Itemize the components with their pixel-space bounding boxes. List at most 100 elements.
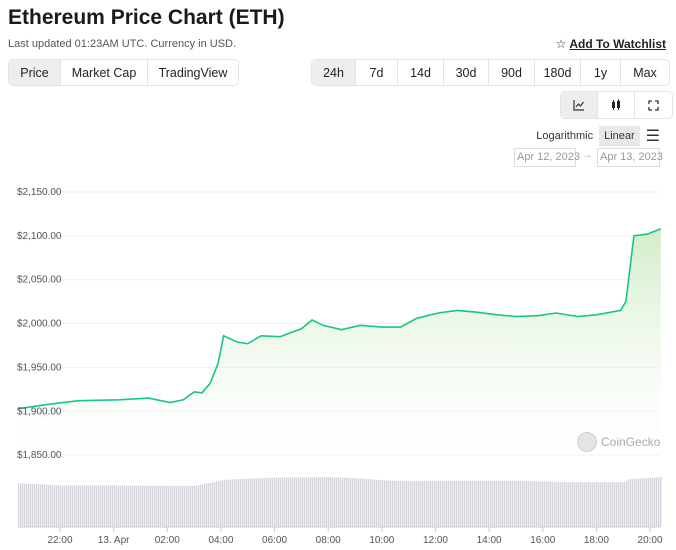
volume-bar bbox=[518, 480, 520, 527]
volume-bar bbox=[480, 480, 482, 527]
volume-bar bbox=[374, 479, 376, 527]
volume-bar bbox=[342, 477, 344, 527]
volume-bar bbox=[100, 485, 102, 527]
y-tick-label: $2,150.00 bbox=[17, 187, 62, 198]
date-to-input[interactable]: Apr 13, 2023 bbox=[597, 148, 663, 167]
volume-bar bbox=[32, 484, 34, 527]
volume-bar bbox=[54, 485, 56, 527]
volume-bar bbox=[588, 482, 590, 527]
volume-bar bbox=[226, 479, 228, 527]
volume-bar bbox=[264, 478, 266, 527]
volume-bar bbox=[580, 482, 582, 527]
range-1y[interactable]: 1y bbox=[581, 60, 621, 85]
range-max[interactable]: Max bbox=[633, 65, 657, 80]
volume-bar bbox=[624, 481, 626, 527]
volume-bar bbox=[132, 485, 134, 527]
logarithmic-button[interactable]: Logarithmic bbox=[536, 130, 594, 142]
page-title: Ethereum Price Chart (ETH) bbox=[8, 6, 285, 29]
volume-bar bbox=[592, 482, 594, 527]
volume-bar bbox=[102, 485, 104, 527]
volume-bar bbox=[172, 485, 174, 527]
volume-bar bbox=[404, 481, 406, 527]
range-30d[interactable]: 30d bbox=[444, 60, 489, 85]
volume-bar bbox=[408, 481, 410, 527]
volume-bar bbox=[208, 483, 210, 527]
volume-bar bbox=[142, 485, 144, 527]
range-7d[interactable]: 7d bbox=[356, 60, 398, 85]
volume-bar bbox=[22, 483, 24, 527]
line-chart-icon[interactable] bbox=[561, 92, 598, 118]
volume-bar bbox=[184, 485, 186, 527]
volume-bar bbox=[26, 483, 28, 527]
volume-bar bbox=[252, 478, 254, 527]
watchlist-label: Add To Watchlist bbox=[569, 37, 666, 51]
volume-bar bbox=[650, 477, 652, 527]
volume-bar bbox=[470, 480, 472, 527]
linear-button[interactable]: Linear bbox=[599, 126, 640, 146]
volume-bar bbox=[626, 480, 628, 527]
volume-bar bbox=[656, 477, 658, 527]
volume-bar bbox=[578, 482, 580, 527]
volume-bar bbox=[540, 481, 542, 527]
date-from-input[interactable]: Apr 12, 2023 bbox=[514, 148, 580, 167]
tab-tradingview[interactable]: TradingView bbox=[158, 65, 228, 80]
volume-bar bbox=[322, 477, 324, 527]
volume-bar bbox=[240, 478, 242, 527]
volume-bar bbox=[368, 479, 370, 527]
volume-bar bbox=[376, 479, 378, 527]
volume-bar bbox=[488, 480, 490, 527]
volume-bar bbox=[262, 478, 264, 527]
volume-bar bbox=[598, 482, 600, 527]
tab-price[interactable]: Price bbox=[9, 60, 61, 85]
volume-bar bbox=[336, 477, 338, 527]
volume-bar bbox=[594, 482, 596, 527]
menu-icon[interactable]: ☰ bbox=[645, 128, 660, 145]
volume-bar bbox=[642, 478, 644, 527]
volume-bar bbox=[152, 485, 154, 527]
volume-bar bbox=[254, 478, 256, 527]
volume-bar bbox=[134, 485, 136, 527]
volume-bar bbox=[572, 482, 574, 527]
volume-bar bbox=[114, 485, 116, 527]
volume-bar bbox=[514, 480, 516, 527]
volume-bar bbox=[228, 479, 230, 527]
volume-bar bbox=[202, 484, 204, 527]
volume-bar bbox=[332, 477, 334, 527]
volume-bar bbox=[390, 480, 392, 527]
volume-bar bbox=[548, 481, 550, 527]
volume-bar bbox=[558, 481, 560, 527]
range-180d[interactable]: 180d bbox=[535, 60, 581, 85]
volume-bar bbox=[188, 485, 190, 527]
volume-bar bbox=[632, 478, 634, 527]
volume-bar bbox=[130, 485, 132, 527]
price-chart[interactable]: $1,850.00 $1,900.00 $1,950.00 $2,000.00 $2,0… bbox=[0, 170, 676, 550]
add-to-watchlist-link[interactable]: ☆ Add To Watchlist bbox=[556, 37, 666, 51]
volume-bar bbox=[210, 482, 212, 527]
volume-bar bbox=[446, 480, 448, 527]
x-tick-label: 02:00 bbox=[155, 535, 180, 546]
volume-bar bbox=[284, 477, 286, 527]
volume-bar bbox=[538, 481, 540, 527]
price-line bbox=[17, 228, 662, 410]
volume-bar bbox=[436, 480, 438, 527]
volume-bar bbox=[474, 480, 476, 527]
range-90d[interactable]: 90d bbox=[489, 60, 535, 85]
volume-bar bbox=[634, 478, 636, 527]
volume-bar bbox=[360, 478, 362, 527]
volume-bar bbox=[248, 478, 250, 527]
range-14d[interactable]: 14d bbox=[398, 60, 444, 85]
range-24h[interactable]: 24h bbox=[312, 60, 356, 85]
volume-bar bbox=[334, 477, 336, 527]
tab-market-cap[interactable]: Market Cap bbox=[61, 60, 148, 85]
volume-bar bbox=[136, 485, 138, 527]
volume-bar bbox=[38, 484, 40, 527]
volume-bar bbox=[112, 485, 114, 527]
volume-bar bbox=[426, 481, 428, 527]
candlestick-icon[interactable] bbox=[598, 92, 635, 118]
volume-bar bbox=[36, 484, 38, 527]
volume-bar bbox=[646, 478, 648, 527]
volume-bar bbox=[126, 485, 128, 527]
volume-bar bbox=[644, 478, 646, 527]
volume-bar bbox=[544, 481, 546, 527]
fullscreen-icon[interactable] bbox=[635, 92, 672, 118]
